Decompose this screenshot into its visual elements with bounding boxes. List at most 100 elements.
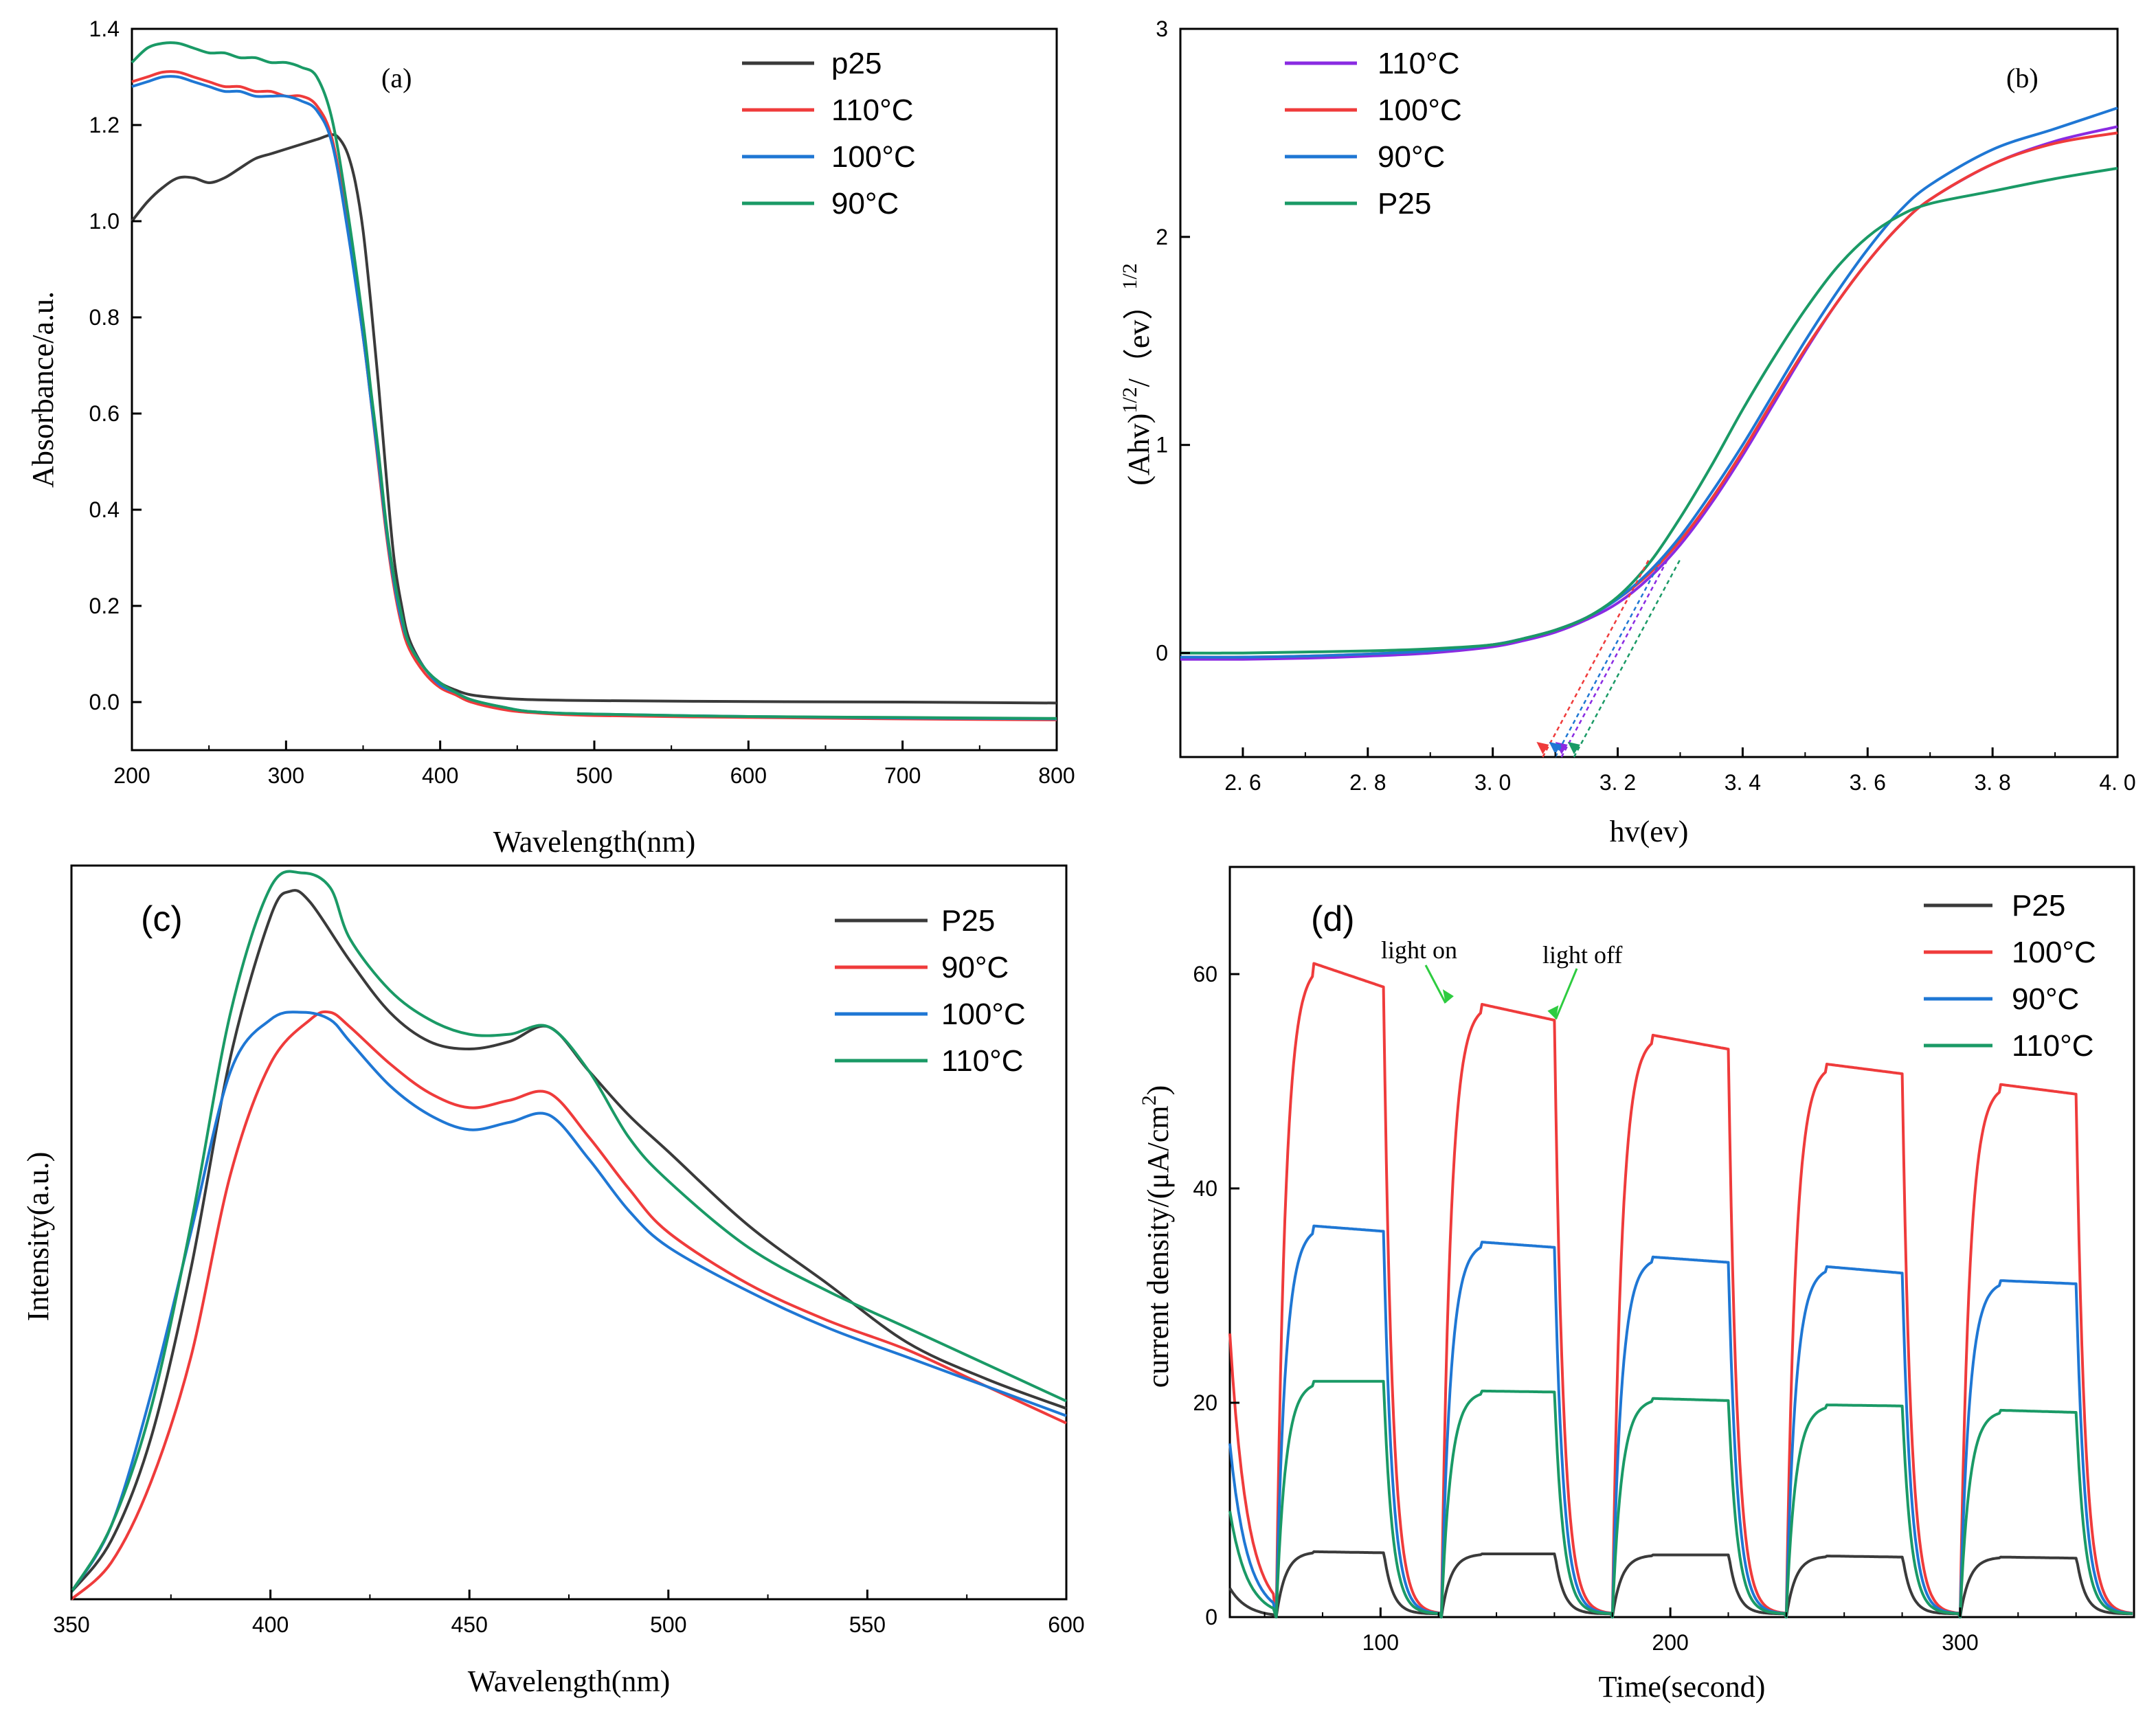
legend-b-label-1: 100°C: [1378, 93, 1462, 127]
panel-a-ytick-label: 1.4: [89, 16, 120, 41]
panel-b: 2. 6 2. 8 3. 0 3. 2 3. 4 3. 6 3. 8 4. 0 0 1 2 3 (b)…: [1119, 16, 2136, 848]
panel-c-xlabel: Wavelength(nm): [468, 1664, 671, 1698]
panel-d: 100 200 300 0 20 40 60 (d) Time(second) curren…: [1138, 866, 2135, 1704]
panel-d-xtick-label: 100: [1362, 1630, 1399, 1655]
panel-a-series-group: [131, 41, 1057, 721]
panel-b-ytick-label: 1: [1156, 433, 1168, 458]
panel-c-ylabel: Intensity(a.u.): [21, 1152, 55, 1322]
panel-d-series-group: [1228, 962, 2133, 1618]
legend-a-label-1: 110°C: [831, 93, 914, 127]
legend-a-label-2: 100°C: [831, 140, 916, 174]
annotation-light-on-arrow: [1424, 964, 1447, 1004]
panel-d-legend: P25 100°C 90°C 110°C: [1924, 889, 2096, 1063]
panel-c-label: (c): [141, 899, 183, 939]
panel-d-ytick-label: 40: [1193, 1176, 1217, 1201]
panel-b-xtick-label: 4. 0: [2099, 770, 2135, 795]
panel-c-series-1: [70, 1010, 1067, 1601]
legend-d-label-0: P25: [2012, 889, 2065, 923]
panel-c-series-0: [70, 889, 1067, 1593]
panel-d-series-1: [1228, 962, 2133, 1618]
panel-a-ticks-group: 200 300 400 500 600 700 800 0.0 0.2 0.4 0.6 0.8 1.0 1…: [89, 16, 1075, 788]
panel-b-series-3: [1180, 166, 2118, 655]
annotation-light-off-arrowhead: [1547, 1005, 1559, 1019]
panel-b-tangent-arrow-2: [1549, 742, 1562, 754]
legend-b-label-2: 90°C: [1378, 140, 1445, 174]
panel-a-xtick-label: 300: [268, 763, 304, 788]
panel-c: 350 400 450 500 550 600 (c) Wavelength(nm) In…: [21, 864, 1085, 1698]
legend-c-label-0: P25: [941, 904, 995, 938]
panel-b-xtick-label: 3. 2: [1599, 770, 1636, 795]
panel-c-series-group: [70, 870, 1067, 1601]
panel-a-ylabel: Absorbance/a.u.: [26, 291, 60, 488]
panel-c-xtick-label: 450: [451, 1612, 488, 1637]
panel-c-xtick-label: 350: [53, 1612, 89, 1637]
panel-a-xtick-label: 800: [1038, 763, 1075, 788]
panel-c-xtick-label: 400: [252, 1612, 289, 1637]
panel-a-ytick-label: 0.0: [89, 690, 120, 714]
panel-d-xtick-label: 300: [1942, 1630, 1978, 1655]
panel-a: 200 300 400 500 600 700 800 0.0 0.2 0.4 0.6 0.8 1.0 1…: [26, 16, 1075, 859]
panel-a-series-3: [131, 41, 1057, 720]
panel-a-xtick-label: 600: [730, 763, 767, 788]
panel-b-ytick-label: 0: [1156, 641, 1168, 666]
annotation-light-on-arrowhead: [1442, 989, 1454, 1004]
panel-b-ytick-label: 3: [1156, 16, 1168, 41]
panel-a-xtick-label: 400: [422, 763, 458, 788]
legend-b-label-3: P25: [1378, 187, 1431, 221]
panel-b-xtick-label: 3. 4: [1725, 770, 1761, 795]
panel-b-ytick-label: 2: [1156, 225, 1168, 249]
panel-d-ytick-label: 60: [1193, 962, 1217, 986]
panel-d-frame: [1228, 866, 2135, 1618]
panel-c-series-3: [70, 870, 1067, 1593]
annotation-light-on: light on: [1381, 936, 1457, 964]
panel-c-xtick-label: 550: [849, 1612, 886, 1637]
legend-d-label-2: 90°C: [2012, 982, 2079, 1016]
panel-c-xtick-label: 500: [650, 1612, 686, 1637]
panel-a-xlabel: Wavelength(nm): [493, 825, 696, 859]
panel-b-ticks-group: 2. 6 2. 8 3. 0 3. 2 3. 4 3. 6 3. 8 4. 0 0 1 2 3: [1156, 16, 2135, 795]
panel-b-series-group: [1180, 106, 2118, 758]
legend-a-label-0: p25: [831, 47, 882, 80]
panel-b-legend: 110°C 100°C 90°C P25: [1285, 47, 1462, 221]
annotation-light-off-arrow: [1555, 968, 1578, 1020]
panel-b-xtick-label: 2. 6: [1224, 770, 1261, 795]
panel-c-legend: P25 90°C 100°C 110°C: [835, 904, 1026, 1078]
legend-d-label-3: 110°C: [2012, 1029, 2094, 1063]
panel-b-tangent-arrow-1: [1536, 742, 1549, 754]
legend-c-label-3: 110°C: [941, 1044, 1024, 1078]
panel-b-xtick-label: 3. 0: [1474, 770, 1511, 795]
panel-b-xtick-label: 3. 6: [1850, 770, 1886, 795]
panel-d-series-3: [1228, 1379, 2133, 1618]
panel-d-ytick-label: 0: [1205, 1605, 1217, 1629]
panel-a-xtick-label: 700: [884, 763, 921, 788]
panel-d-annotations: light on light off: [1381, 936, 1622, 1020]
panel-a-ytick-label: 0.8: [89, 305, 120, 330]
panel-c-ticks-group: 350 400 450 500 550 600: [53, 1590, 1085, 1637]
panel-b-xtick-label: 2. 8: [1349, 770, 1386, 795]
legend-c-label-2: 100°C: [941, 997, 1026, 1031]
legend-d-label-1: 100°C: [2012, 936, 2096, 969]
panel-b-ylabel: (Ahv)1/2/（ev）1/2: [1119, 263, 1156, 486]
panel-d-ticks-group: 100 200 300 0 20 40 60: [1193, 962, 2135, 1655]
panel-d-xtick-label: 200: [1652, 1630, 1688, 1655]
panel-a-xtick-label: 500: [576, 763, 612, 788]
panel-a-ytick-label: 0.6: [89, 401, 120, 426]
panel-d-series-0: [1228, 1550, 2133, 1618]
panel-a-xtick-label: 200: [113, 763, 150, 788]
panel-a-ytick-label: 0.4: [89, 497, 120, 522]
panel-a-ytick-label: 1.0: [89, 209, 120, 234]
panel-d-ylabel: current density/(μA/cm2): [1138, 1085, 1175, 1388]
panel-a-label: (a): [381, 63, 412, 93]
legend-b-label-0: 110°C: [1378, 47, 1460, 80]
panel-b-label: (b): [2006, 63, 2039, 93]
panel-b-xtick-label: 3. 8: [1974, 770, 2010, 795]
panel-b-series-2: [1180, 106, 2118, 659]
panel-d-series-2: [1228, 1224, 2133, 1618]
panel-c-xtick-label: 600: [1048, 1612, 1084, 1637]
panel-a-ytick-label: 1.2: [89, 113, 120, 137]
panel-b-frame: [1179, 27, 2119, 758]
panel-d-label: (d): [1311, 899, 1355, 939]
annotation-light-off: light off: [1542, 941, 1622, 969]
